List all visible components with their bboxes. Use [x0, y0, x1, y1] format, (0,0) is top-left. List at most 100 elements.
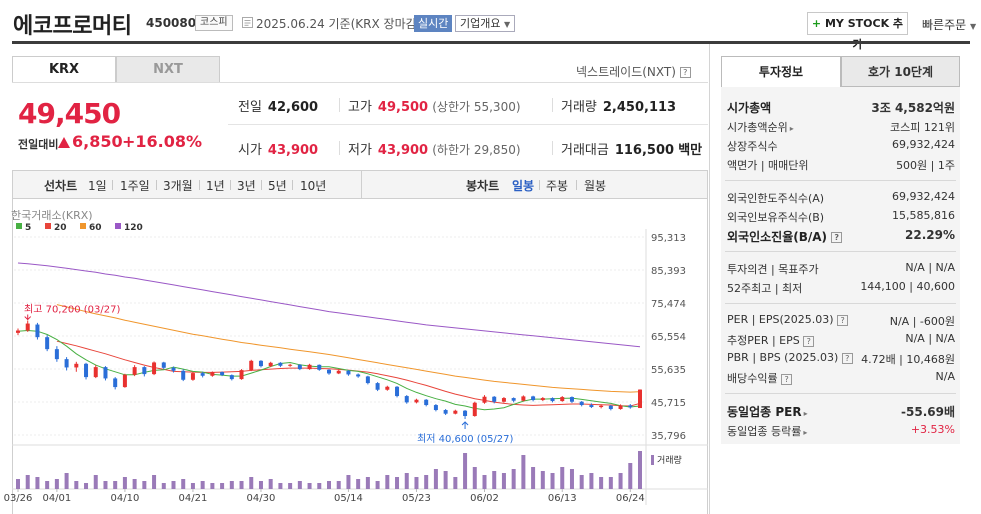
tab-invest-info[interactable]: 투자정보: [721, 56, 841, 87]
help-icon[interactable]: ?: [803, 335, 815, 347]
chevron-down-icon: ▼: [503, 20, 511, 29]
candle-body: [521, 396, 526, 401]
realtime-button[interactable]: 실시간: [414, 15, 453, 32]
invest-value: 500원 | 1주: [896, 159, 955, 172]
chevron-down-icon: ▼: [970, 22, 977, 31]
nxt-link-label: 넥스트레이드(NXT): [576, 65, 676, 79]
divider: [339, 141, 340, 155]
quote-date: 2025.06.24 기준(KRX 장마감): [256, 17, 422, 31]
add-mystock-button[interactable]: + MY STOCK 추가: [807, 12, 908, 51]
candle-body: [181, 370, 186, 380]
period-3m[interactable]: 3개월: [163, 179, 193, 193]
volume-bar: [35, 477, 40, 489]
divider: [339, 98, 340, 112]
period-3y[interactable]: 3년: [237, 179, 256, 193]
invest-label: 액면가 | 매매단위: [727, 159, 809, 172]
volume-legend-swatch: [651, 455, 654, 465]
volume-bar: [424, 475, 429, 489]
period-1y[interactable]: 1년: [206, 179, 225, 193]
tab-ask-10[interactable]: 호가 10단계: [841, 56, 960, 87]
candle-body: [433, 405, 438, 411]
invest-label: 외국인소진율(B/A): [727, 230, 828, 244]
volume-bar: [297, 481, 302, 489]
period-1w[interactable]: 1주일: [120, 179, 150, 193]
divider: [361, 171, 362, 198]
line-chart-label: 선차트: [44, 179, 78, 193]
y-tick-label: 85,393: [651, 266, 686, 277]
y-tick-label: 45,715: [651, 398, 686, 409]
candle-body: [375, 383, 380, 390]
quote-amount-value: 116,500: [614, 143, 675, 158]
help-icon[interactable]: ?: [679, 67, 691, 78]
invest-value: N/A | -600원: [889, 315, 955, 328]
volume-bar: [550, 473, 555, 489]
invest-row[interactable]: 시가총액순위 ▸ 코스피 121위: [727, 119, 955, 135]
tab-krx[interactable]: KRX: [12, 56, 116, 83]
x-tick-label: 05/23: [402, 493, 431, 504]
candle-body: [356, 374, 361, 377]
y-tick-label: 55,635: [651, 365, 686, 376]
help-icon[interactable]: ?: [837, 314, 849, 326]
candle-body: [190, 373, 195, 380]
volume-bar: [638, 451, 642, 489]
divider: [261, 180, 262, 190]
volume-bar: [25, 475, 30, 489]
volume-bar: [152, 475, 157, 489]
volume-bar: [64, 473, 69, 489]
invest-value: 15,585,816: [892, 209, 955, 222]
volume-bar: [258, 481, 263, 489]
volume-bar: [453, 477, 458, 489]
volume-bar: [327, 481, 331, 489]
candle-body: [472, 402, 477, 417]
invest-row: 외국인소진율(B/A) ? 22.29%: [727, 228, 955, 245]
candle-body: [492, 396, 497, 402]
candle-body: [200, 373, 205, 376]
quick-order-dropdown[interactable]: 빠른주문 ▼: [922, 16, 976, 33]
x-tick-label: 06/02: [470, 493, 499, 504]
candle-body: [453, 410, 458, 414]
period-toolbar: [12, 170, 708, 199]
stock-chart[interactable]: 95,313 85,393 75,474 65,554 55,635 45,715 35,7…: [0, 199, 709, 514]
invest-label: 시가총액순위: [727, 121, 788, 134]
legend-swatch: [115, 223, 121, 229]
invest-value: 144,100 | 40,600: [860, 280, 955, 293]
volume-label: 거래량: [657, 454, 682, 466]
legend-label: 5: [25, 223, 31, 233]
candle-body: [45, 337, 50, 350]
clock-icon: [242, 17, 253, 28]
volume-bar: [161, 483, 166, 489]
invest-value: 4.72배 | 10,468원: [861, 353, 955, 366]
ma60-line: [56, 304, 641, 393]
invest-row[interactable]: 동일업종 PER ▸ -55.69배: [727, 403, 955, 420]
divider: [199, 180, 200, 190]
period-daily[interactable]: 일봉: [512, 179, 535, 193]
volume-bar: [375, 481, 380, 489]
candle-body: [365, 376, 370, 384]
tab-nxt[interactable]: NXT: [116, 56, 220, 83]
period-monthly[interactable]: 월봉: [584, 179, 607, 193]
invest-row: PBR | BPS (2025.03) ? 4.72배 | 10,468원: [727, 351, 955, 366]
period-10y[interactable]: 10년: [300, 179, 327, 193]
period-weekly[interactable]: 주봉: [546, 179, 569, 193]
invest-row: 추정PER | EPS ? N/A | N/A: [727, 332, 955, 348]
chevron-right-icon: ▸: [803, 428, 808, 437]
invest-label: 외국인한도주식수(A): [727, 192, 825, 205]
invest-row[interactable]: 동일업종 등락률 ▸ +3.53%: [727, 423, 955, 439]
company-overview-dropdown[interactable]: 기업개요 ▼: [455, 15, 516, 32]
invest-row: 외국인보유주식수(B) 15,585,816: [727, 209, 955, 225]
help-icon[interactable]: ?: [841, 352, 853, 364]
invest-label: 상장주식수: [727, 140, 778, 153]
candle-body: [550, 398, 555, 402]
nxt-link[interactable]: 넥스트레이드(NXT) ?: [576, 63, 691, 80]
divider: [552, 98, 553, 112]
period-5y[interactable]: 5년: [268, 179, 287, 193]
volume-bar: [181, 479, 186, 489]
volume-bar: [501, 473, 506, 489]
candle-body: [93, 367, 98, 378]
volume-bar: [74, 481, 79, 489]
help-icon[interactable]: ?: [831, 232, 843, 243]
candle-body: [618, 405, 623, 410]
help-icon[interactable]: ?: [781, 373, 793, 385]
volume-bar: [122, 477, 127, 489]
period-1d[interactable]: 1일: [88, 179, 107, 193]
